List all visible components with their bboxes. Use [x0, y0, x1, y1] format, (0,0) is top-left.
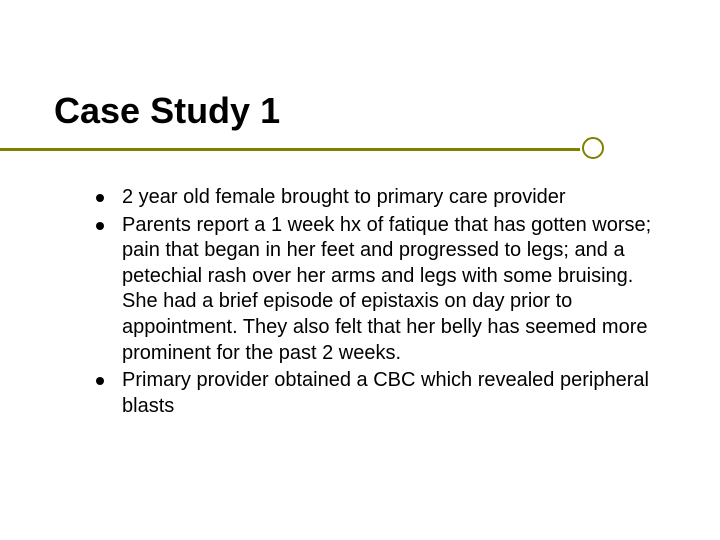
slide-title: Case Study 1 [54, 90, 280, 132]
bullet-icon [96, 194, 104, 202]
slide-body: 2 year old female brought to primary car… [96, 185, 656, 421]
bullet-icon [96, 222, 104, 230]
accent-line [0, 148, 580, 151]
slide: Case Study 1 2 year old female brought t… [0, 0, 720, 540]
bullet-text: 2 year old female brought to primary car… [122, 185, 656, 211]
list-item: Parents report a 1 week hx of fatique th… [96, 213, 656, 367]
bullet-icon [96, 377, 104, 385]
accent-circle-icon [582, 137, 604, 159]
bullet-text: Parents report a 1 week hx of fatique th… [122, 213, 656, 367]
list-item: 2 year old female brought to primary car… [96, 185, 656, 211]
list-item: Primary provider obtained a CBC which re… [96, 368, 656, 419]
bullet-text: Primary provider obtained a CBC which re… [122, 368, 656, 419]
